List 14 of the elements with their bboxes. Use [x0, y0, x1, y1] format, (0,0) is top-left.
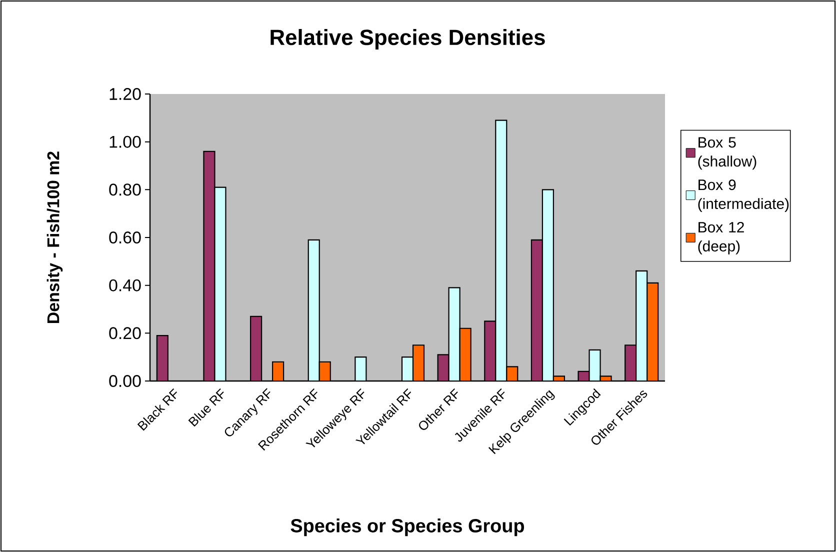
y-tick-label: 1.20: [110, 88, 141, 100]
y-tick-label: 0.60: [109, 232, 141, 244]
x-tick-label: Blue RF: [188, 388, 224, 427]
y-tick-label: 0.40: [109, 279, 141, 292]
legend-label: Box 9 (intermediate): [698, 180, 789, 212]
y-tick-label: 1.00: [110, 136, 141, 148]
chart-title: Relative Species Densities: [270, 29, 545, 50]
legend-label: Box 12 (deep): [698, 222, 744, 254]
y-axis-title: Density - Fish/100 m2: [46, 152, 63, 323]
x-axis-title: Species or Species Group: [290, 518, 524, 536]
y-tick-label: 0.20: [109, 327, 141, 340]
y-tick-label: 0.80: [109, 184, 141, 196]
y-tick-label: 0.00: [109, 375, 141, 387]
legend-label: Box 5 (shallow): [698, 137, 756, 170]
